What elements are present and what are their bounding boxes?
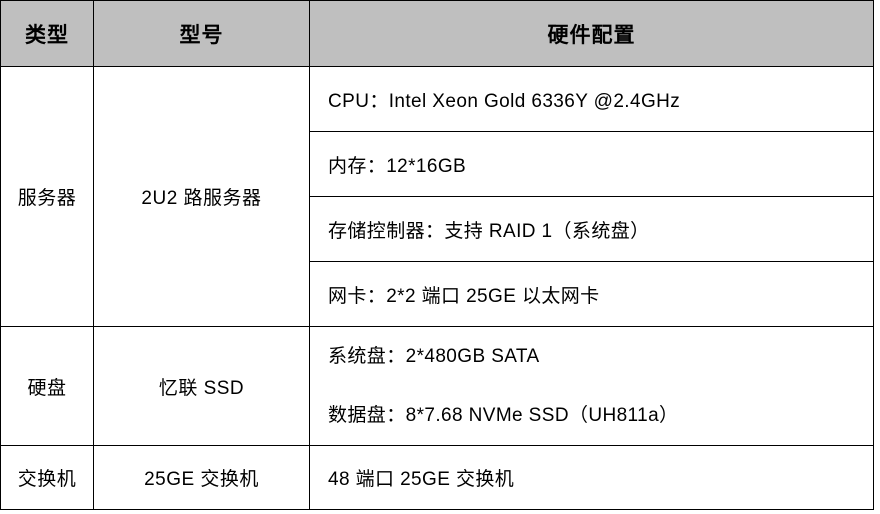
cell-config-server-cpu: CPU：Intel Xeon Gold 6336Y @2.4GHz xyxy=(309,66,874,132)
table-row: 内存：12*16GB xyxy=(1,131,874,197)
table-row: 交换机 25GE 交换机 48 端口 25GE 交换机 xyxy=(0,445,874,510)
table-head: 类型 型号 硬件配置 xyxy=(0,0,874,67)
table-row: 硬盘 忆联 SSD 系统盘：2*480GB SATA 数据盘：8*7.68 NV… xyxy=(0,326,874,446)
cell-type-switch: 交换机 xyxy=(0,445,94,510)
column-header-model: 型号 xyxy=(93,0,310,67)
table-header-row: 类型 型号 硬件配置 xyxy=(0,0,874,67)
cell-model-switch: 25GE 交换机 xyxy=(93,445,310,510)
table-row: 存储控制器：支持 RAID 1（系统盘） xyxy=(1,196,874,262)
cell-config-switch: 48 端口 25GE 交换机 xyxy=(309,445,874,510)
cell-config-disk-data: 数据盘：8*7.68 NVMe SSD（UH811a） xyxy=(328,405,679,426)
cell-type-disk: 硬盘 xyxy=(0,326,94,446)
column-header-config: 硬件配置 xyxy=(309,0,874,67)
config-line-group: 系统盘：2*480GB SATA 数据盘：8*7.68 NVMe SSD（UH8… xyxy=(328,327,873,445)
cell-config-disk-system: 系统盘：2*480GB SATA xyxy=(328,346,540,367)
cell-model-server: 2U2 路服务器 xyxy=(93,66,310,327)
cell-model-disk: 忆联 SSD xyxy=(93,326,310,446)
cell-config-server-nic: 网卡：2*2 端口 25GE 以太网卡 xyxy=(309,261,874,327)
cell-type-server: 服务器 xyxy=(0,66,94,327)
table-row: 服务器 2U2 路服务器 CPU：Intel Xeon Gold 6336Y @… xyxy=(0,66,874,327)
column-header-type: 类型 xyxy=(0,0,94,67)
table-body: 服务器 2U2 路服务器 CPU：Intel Xeon Gold 6336Y @… xyxy=(0,66,874,510)
cell-config-disk: 系统盘：2*480GB SATA 数据盘：8*7.68 NVMe SSD（UH8… xyxy=(309,326,874,446)
cell-config-server-storage-controller: 存储控制器：支持 RAID 1（系统盘） xyxy=(309,196,874,262)
cell-config-server-memory: 内存：12*16GB xyxy=(309,131,874,197)
